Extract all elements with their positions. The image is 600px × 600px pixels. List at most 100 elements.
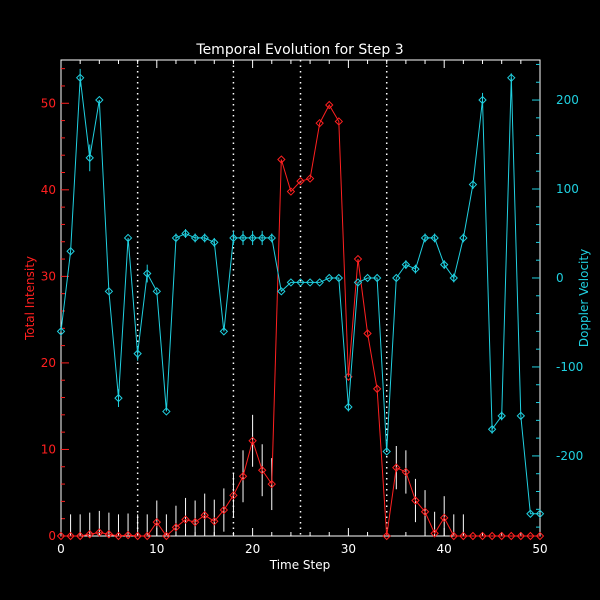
intensity-point-46 (497, 531, 506, 541)
intensity-point-17 (219, 505, 229, 515)
velocity-point-1 (66, 247, 75, 256)
x-tick-label-3: 30 (341, 542, 356, 556)
intensity-point-9 (143, 531, 152, 541)
intensity-point-11 (162, 531, 171, 541)
intensity-point-8 (133, 531, 142, 541)
velocity-point-2 (75, 73, 85, 83)
velocity-point-45 (487, 425, 497, 434)
velocity-point-12 (171, 233, 181, 243)
velocity-point-22 (267, 233, 276, 243)
velocity-point-41 (449, 273, 458, 283)
velocity-point-35 (392, 273, 401, 283)
intensity-point-0 (56, 531, 66, 541)
intensity-point-24 (286, 187, 296, 196)
velocity-point-30 (344, 402, 353, 412)
velocity-point-18 (229, 233, 238, 243)
intensity-point-40 (439, 513, 449, 523)
y-right-tick-label-4: 200 (556, 93, 579, 107)
velocity-point-11 (162, 407, 171, 416)
velocity-point-10 (152, 287, 162, 296)
velocity-point-43 (468, 180, 478, 189)
y-left-tick-label-1: 10 (41, 442, 56, 456)
y-left-tick-label-2: 20 (41, 356, 56, 370)
velocity-point-13 (181, 229, 190, 238)
intensity-point-28 (325, 100, 334, 110)
velocity-point-50 (535, 509, 545, 518)
plot-layer: 0 10 20 30 40 50 0 10 20 30 40 50 -200 -100 0 100 200 (41, 59, 583, 556)
y-right-tick-label-3: 100 (556, 182, 579, 196)
intensity-point-49 (526, 531, 535, 541)
y-left-tick-label-5: 50 (41, 96, 56, 110)
intensity-point-19 (238, 472, 248, 481)
chart-title: Temporal Evolution for Step 3 (195, 42, 403, 58)
y-left-tick-label-0: 0 (48, 529, 56, 543)
intensity-point-33 (372, 384, 382, 394)
intensity-point-6 (114, 531, 123, 541)
velocity-point-46 (497, 411, 506, 421)
intensity-point-32 (363, 329, 372, 338)
velocity-point-3 (85, 153, 94, 163)
velocity-point-31 (353, 278, 363, 287)
intensity-point-2 (75, 531, 85, 541)
intensity-point-12 (171, 523, 181, 532)
velocity-point-20 (248, 233, 257, 243)
velocity-point-38 (420, 233, 430, 243)
velocity-point-26 (305, 278, 315, 287)
velocity-point-5 (104, 287, 114, 296)
intensity-point-25 (296, 176, 305, 186)
velocity-point-25 (296, 278, 305, 287)
intensity-point-23 (277, 155, 286, 164)
intensity-point-18 (229, 491, 238, 500)
intensity-point-26 (305, 174, 315, 183)
y-right-tick-label-0: -200 (556, 449, 583, 463)
velocity-point-16 (210, 238, 219, 247)
velocity-point-23 (277, 287, 286, 296)
intensity-point-27 (315, 118, 324, 128)
velocity-point-47 (507, 73, 516, 83)
intensity-point-42 (459, 531, 468, 541)
intensity-point-37 (411, 496, 420, 505)
x-tick-label-5: 50 (532, 542, 547, 556)
x-tick-label-0: 0 (57, 542, 65, 556)
velocity-point-9 (143, 269, 152, 278)
intensity-point-45 (487, 531, 497, 541)
intensity-point-10 (152, 517, 162, 527)
intensity-point-50 (535, 531, 545, 541)
velocity-point-17 (219, 327, 229, 336)
intensity-point-20 (248, 436, 257, 446)
velocity-point-8 (133, 349, 142, 358)
intensity-point-48 (516, 531, 526, 541)
velocity-point-36 (401, 260, 411, 269)
y-right-tick-label-1: -100 (556, 360, 583, 374)
x-axis-label: Time Step (269, 558, 331, 572)
velocity-line (60, 77, 540, 515)
velocity-point-32 (363, 273, 372, 283)
velocity-point-21 (257, 233, 267, 243)
intensity-point-47 (507, 531, 516, 541)
velocity-point-0 (56, 327, 66, 336)
velocity-point-14 (190, 233, 200, 243)
velocity-point-33 (372, 273, 382, 283)
velocity-point-40 (439, 260, 449, 269)
intensity-point-16 (210, 517, 219, 526)
x-tick-label-4: 40 (437, 542, 452, 556)
velocity-point-7 (123, 233, 133, 243)
velocity-point-44 (478, 95, 487, 105)
intensity-point-3 (85, 530, 94, 539)
velocity-point-27 (315, 278, 324, 287)
intensity-point-29 (334, 117, 344, 126)
intensity-point-7 (123, 530, 133, 540)
velocity-point-39 (430, 233, 439, 243)
intensity-point-44 (478, 531, 487, 541)
velocity-point-48 (516, 411, 526, 421)
intensity-point-21 (257, 466, 267, 475)
intensity-point-34 (382, 531, 391, 541)
velocity-point-29 (334, 273, 344, 283)
velocity-point-49 (526, 509, 535, 518)
velocity-point-4 (95, 95, 104, 105)
intensity-point-41 (449, 531, 458, 541)
velocity-point-15 (200, 233, 209, 243)
intensity-point-14 (190, 517, 200, 527)
y-left-tick-label-4: 40 (41, 183, 56, 197)
